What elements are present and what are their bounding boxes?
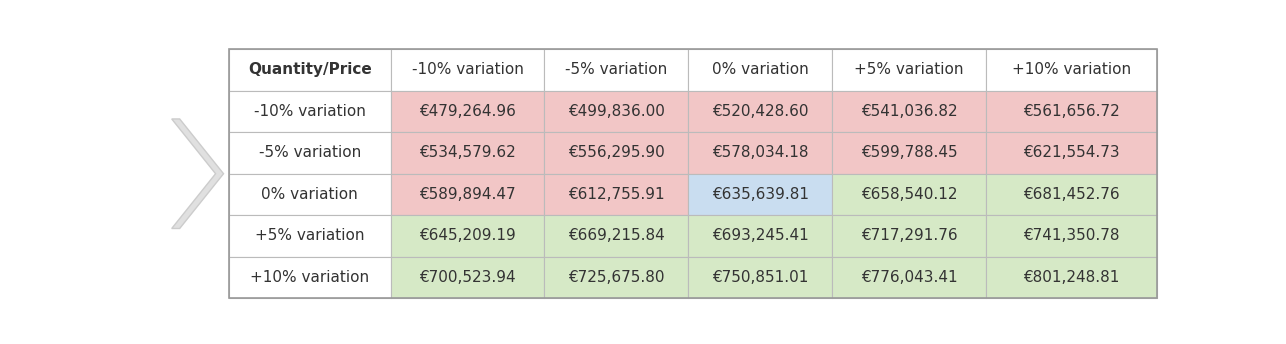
Bar: [985, 174, 1157, 215]
Text: +10% variation: +10% variation: [1012, 63, 1132, 77]
Text: €669,215.84: €669,215.84: [568, 228, 665, 244]
Bar: [985, 132, 1157, 174]
Text: €520,428.60: €520,428.60: [712, 104, 809, 119]
Text: -5% variation: -5% variation: [258, 146, 361, 160]
Text: €645,209.19: €645,209.19: [419, 228, 516, 244]
Text: 0% variation: 0% variation: [261, 187, 359, 202]
Bar: [688, 215, 832, 257]
Text: €658,540.12: €658,540.12: [860, 187, 957, 202]
Text: €499,836.00: €499,836.00: [568, 104, 665, 119]
Bar: [544, 91, 688, 132]
Bar: [688, 91, 832, 132]
Bar: [832, 132, 985, 174]
Polygon shape: [172, 119, 224, 228]
Text: +5% variation: +5% variation: [854, 63, 963, 77]
Bar: [688, 174, 832, 215]
Bar: [229, 132, 391, 174]
Text: +5% variation: +5% variation: [255, 228, 364, 244]
Bar: [985, 91, 1157, 132]
Bar: [391, 215, 544, 257]
Text: €741,350.78: €741,350.78: [1024, 228, 1120, 244]
Text: -10% variation: -10% variation: [253, 104, 365, 119]
Bar: [688, 49, 832, 91]
Text: €612,755.91: €612,755.91: [568, 187, 665, 202]
Text: €578,034.18: €578,034.18: [712, 146, 809, 160]
Text: Quantity/Price: Quantity/Price: [248, 63, 372, 77]
Text: €534,579.62: €534,579.62: [419, 146, 516, 160]
Text: €621,554.73: €621,554.73: [1024, 146, 1120, 160]
Bar: [229, 257, 391, 298]
Text: €599,788.45: €599,788.45: [860, 146, 957, 160]
Bar: [229, 49, 391, 91]
Text: €681,452.76: €681,452.76: [1024, 187, 1120, 202]
Text: -5% variation: -5% variation: [566, 63, 667, 77]
Text: €801,248.81: €801,248.81: [1024, 270, 1120, 285]
Text: €635,639.81: €635,639.81: [712, 187, 809, 202]
Bar: [544, 257, 688, 298]
Text: €717,291.76: €717,291.76: [860, 228, 957, 244]
Text: -10% variation: -10% variation: [412, 63, 523, 77]
Text: 0% variation: 0% variation: [712, 63, 809, 77]
Bar: [832, 174, 985, 215]
Bar: [832, 91, 985, 132]
Text: €541,036.82: €541,036.82: [860, 104, 957, 119]
Text: €700,523.94: €700,523.94: [419, 270, 516, 285]
Bar: [391, 132, 544, 174]
Text: €750,851.01: €750,851.01: [712, 270, 809, 285]
Text: €589,894.47: €589,894.47: [419, 187, 516, 202]
Text: €561,656.72: €561,656.72: [1024, 104, 1120, 119]
Text: €693,245.41: €693,245.41: [712, 228, 809, 244]
Bar: [832, 215, 985, 257]
Bar: [229, 91, 391, 132]
Bar: [391, 91, 544, 132]
Text: €725,675.80: €725,675.80: [568, 270, 665, 285]
Bar: [832, 49, 985, 91]
Bar: [391, 49, 544, 91]
Bar: [544, 132, 688, 174]
Text: €556,295.90: €556,295.90: [568, 146, 665, 160]
Bar: [544, 49, 688, 91]
Bar: [688, 257, 832, 298]
Bar: [985, 49, 1157, 91]
Text: €776,043.41: €776,043.41: [860, 270, 957, 285]
Bar: [391, 174, 544, 215]
Text: €479,264.96: €479,264.96: [419, 104, 516, 119]
Bar: [832, 257, 985, 298]
Bar: [985, 215, 1157, 257]
Text: +10% variation: +10% variation: [251, 270, 369, 285]
Bar: [544, 174, 688, 215]
Bar: [229, 215, 391, 257]
Bar: [229, 174, 391, 215]
Bar: [688, 132, 832, 174]
Bar: [985, 257, 1157, 298]
Bar: [391, 257, 544, 298]
Bar: [544, 215, 688, 257]
